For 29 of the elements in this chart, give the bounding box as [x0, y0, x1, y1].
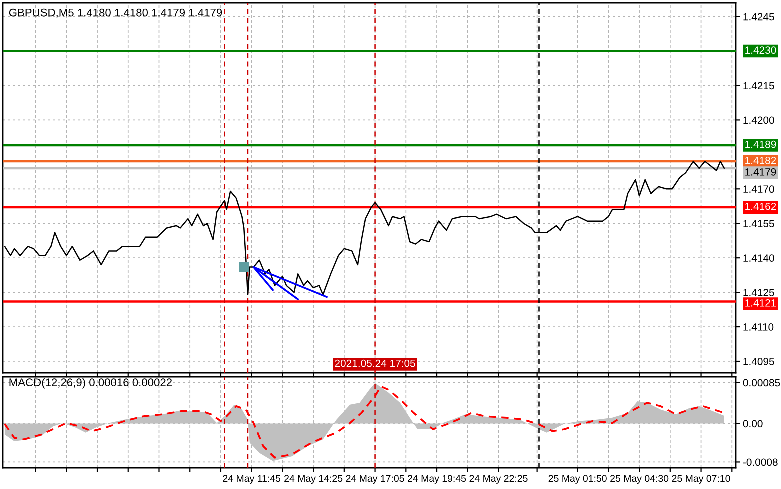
- x-tick-label: 24 May 14:25: [284, 475, 343, 484]
- chart-title: GBPUSD,M5 1.4180 1.4180 1.4179 1.4179: [9, 8, 222, 18]
- y-tick-label: 1.4095: [744, 358, 774, 366]
- y-tick-label: 0.00085: [743, 379, 780, 387]
- ref-line-label: 1.4189: [746, 140, 776, 148]
- x-tick-label: 24 May 22:25: [470, 475, 528, 484]
- x-tick-label: 24 May 17:05: [346, 475, 404, 484]
- y-tick-label: 1.4125: [744, 289, 774, 296]
- ref-line-label: 1.4121: [746, 299, 776, 307]
- ref-line-label: 1.4182: [746, 156, 776, 164]
- x-tick-label: 24 May 11:45: [223, 475, 281, 484]
- y-tick-label: 1.4155: [744, 220, 774, 228]
- ref-line-label: 1.4230: [746, 46, 776, 54]
- y-tick-label: 1.4170: [744, 186, 774, 194]
- y-tick-label: 1.4140: [744, 254, 774, 262]
- y-tick-label: 1.4215: [744, 82, 774, 90]
- y-tick-label: 1.4110: [744, 324, 774, 331]
- x-tick-label: 25 May 01:50: [548, 475, 607, 484]
- ref-line-label: 1.4179: [746, 168, 776, 176]
- y-tick-label: 0.00: [743, 420, 763, 428]
- chart-title: MACD(12,26,9) 0.00016 0.00022: [10, 378, 172, 389]
- y-tick-label: -0.0008: [743, 458, 778, 466]
- x-tick-label: 25 May 04:30: [610, 475, 669, 484]
- y-tick-label: 1.4200: [744, 116, 774, 124]
- x-tick-label: 25 May 07:10: [672, 475, 730, 484]
- ref-line-label: 1.4162: [746, 202, 776, 210]
- ref-line-label: 2021.05.24 17:05: [335, 360, 416, 368]
- x-tick-label: 24 May 19:45: [408, 475, 466, 484]
- y-tick-label: 1.4245: [744, 13, 774, 21]
